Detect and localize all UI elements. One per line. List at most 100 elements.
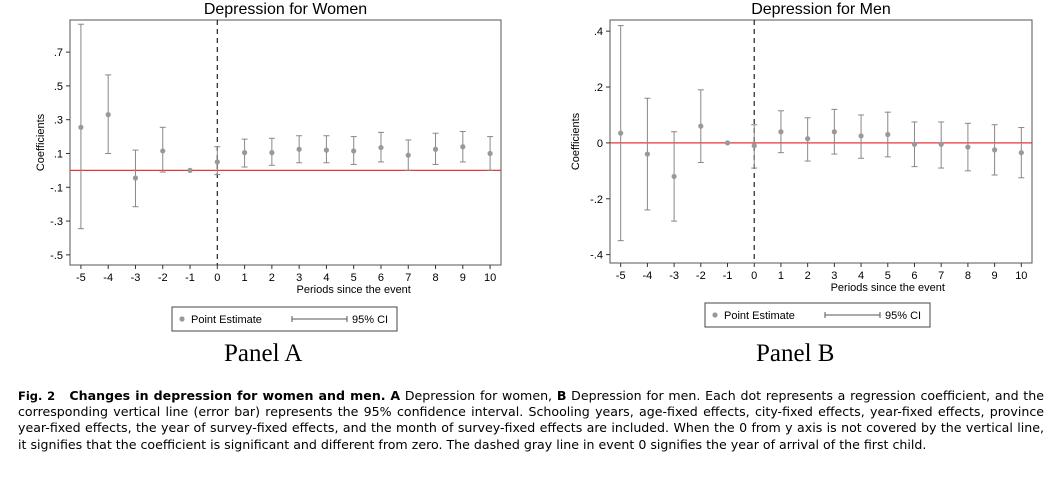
point-estimate [885,131,891,138]
y-tick-label: 0 [597,138,603,150]
point-estimate [858,133,864,139]
y-tick-label: -.3 [50,216,63,228]
x-tick-label: -4 [643,270,653,282]
caption-panel-b-letter: B [556,388,567,403]
x-tick-label: 1 [242,272,248,284]
panel-b-label: Panel B [756,340,835,367]
legend-ci-label: 95% CI [885,310,921,322]
y-tick-label: .2 [594,82,603,94]
point-estimate [323,147,330,153]
caption-fig-number: Fig. 2 [18,389,56,403]
x-tick-label: 2 [805,270,811,282]
x-tick-label: 9 [460,272,466,284]
x-axis-label: Periods since the event [297,284,411,296]
x-tick-label: -1 [723,270,733,282]
x-tick-label: -3 [131,272,141,284]
x-tick-label: -5 [76,272,86,284]
x-tick-label: 1 [778,270,784,282]
x-tick-label: -4 [103,272,113,284]
x-tick-label: -3 [669,270,679,282]
x-tick-label: -5 [616,270,626,282]
x-tick-label: 2 [269,272,275,284]
caption-panel-a-text: Depression for women, [404,388,553,403]
chart-title: Depression for Women [204,1,367,18]
panel-a-label: Panel A [224,340,303,367]
x-tick-label: 4 [858,270,864,282]
x-tick-label: 5 [351,272,357,284]
x-tick-label: 4 [323,272,329,284]
chart-depression-men: Depression for Men -.4 -.2 0 .2 .4 Coefficient… [570,1,1033,328]
x-tick-label: 6 [911,270,917,282]
x-tick-label: 3 [831,270,837,282]
point-estimate [78,124,84,130]
plot-area [609,19,1033,264]
figure-caption: Fig. 2 Changes in depression for women a… [18,388,1044,453]
point-estimate [698,123,704,129]
x-tick-label: 10 [484,272,496,284]
y-tick-label: -.5 [50,250,63,262]
chart-title: Depression for Men [751,1,891,18]
point-estimate [241,150,248,156]
point-estimate [751,143,757,149]
point-estimate [965,144,971,150]
legend-ci-label: 95% CI [352,314,388,326]
y-tick-label: .7 [54,47,63,59]
x-tick-label: 8 [965,270,971,282]
point-estimate [351,148,357,154]
x-tick-label: -1 [185,272,195,284]
y-tick-label: .1 [54,148,63,160]
point-estimate [405,152,411,158]
plot-area [69,19,502,266]
point-estimate [1018,150,1024,156]
point-estimate [105,112,111,118]
x-tick-label: 8 [432,272,438,284]
point-estimate [378,144,384,151]
point-estimate [644,151,650,157]
x-tick-label: 0 [214,272,220,284]
x-tick-label: 6 [378,272,384,284]
x-tick-label: -2 [158,272,168,284]
legend-point-label: Point Estimate [724,310,795,322]
y-axis-label: Coefficients [35,113,47,171]
legend-box [704,302,931,328]
y-tick-label: .5 [54,81,63,93]
y-tick-label: .3 [54,115,63,127]
x-tick-label: 7 [938,270,944,282]
point-estimate [160,148,166,154]
point-estimate [938,141,944,147]
chart-depression-women: Depression for Women -.5 -.3 -.1 .1 .3 .5 .7 Coe… [35,1,502,332]
point-estimate [724,140,731,146]
point-estimate [911,141,918,147]
legend-point-label: Point Estimate [191,314,262,326]
legend-point-marker [179,316,185,322]
x-tick-label: 3 [296,272,302,284]
legend: Point Estimate 95% CI [704,302,931,328]
point-estimate [831,129,837,135]
caption-panel-a-letter: A [390,388,401,403]
legend-box [171,306,398,332]
y-tick-label: .4 [594,26,603,38]
point-estimate [618,130,624,136]
point-estimate [778,129,784,135]
point-estimate [992,147,998,153]
legend: Point Estimate 95% CI [171,306,398,332]
point-estimate [432,146,439,152]
y-tick-label: -.2 [590,194,603,206]
x-tick-label: 10 [1015,270,1027,282]
x-tick-label: 5 [885,270,891,282]
x-tick-label: -2 [696,270,706,282]
y-axis-label: Coefficients [570,112,582,170]
x-tick-label: 9 [992,270,998,282]
x-tick-label: 7 [405,272,411,284]
point-estimate [269,150,275,156]
y-tick-label: -.1 [50,182,63,194]
point-estimate [296,146,302,152]
point-estimate [487,150,493,157]
legend-point-marker [712,312,718,318]
x-axis-label: Periods since the event [831,282,945,294]
y-tick-label: -.4 [590,250,603,262]
point-estimate [460,144,466,150]
point-estimate [214,159,220,165]
caption-title: Changes in depression for women and men. [69,388,386,403]
point-estimate [187,167,193,173]
